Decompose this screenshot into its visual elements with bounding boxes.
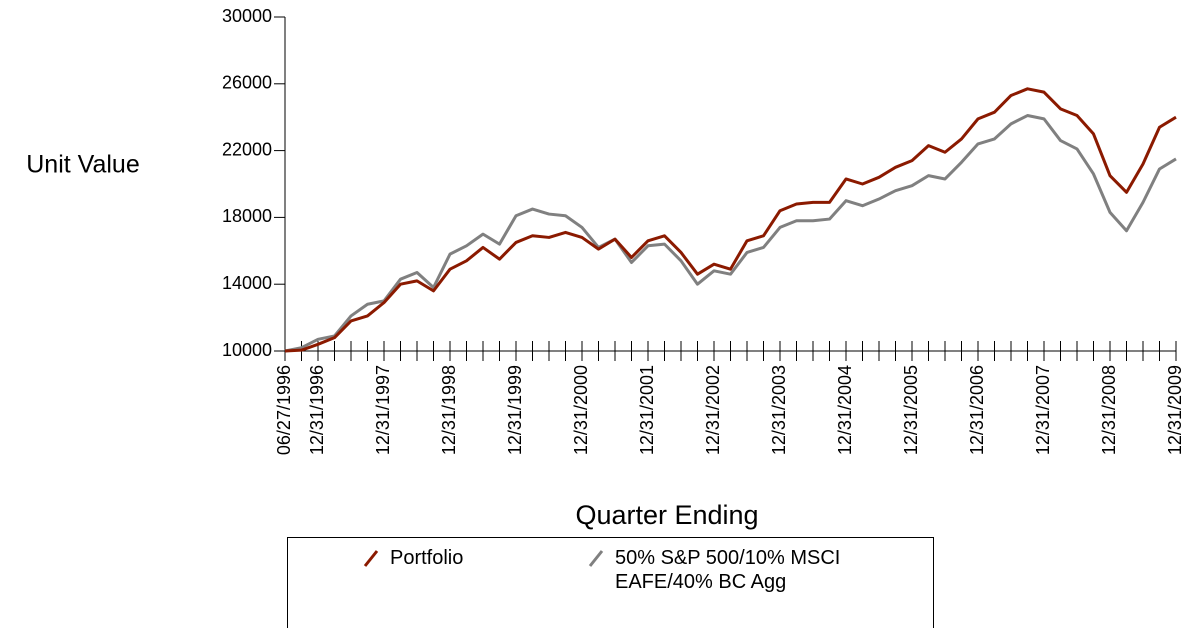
x-tick-label: 12/31/2007 — [1033, 365, 1053, 455]
legend-label: Portfolio — [390, 547, 464, 569]
x-tick-label: 12/31/1996 — [307, 365, 327, 455]
x-tick-label: 12/31/2008 — [1099, 365, 1119, 455]
legend-swatch — [363, 550, 379, 567]
y-axis-title: Unit Value — [26, 151, 140, 179]
legend-entry: Portfolio — [363, 546, 540, 570]
y-tick-label: 30000 — [222, 6, 272, 26]
x-tick-label: 12/31/2005 — [901, 365, 921, 455]
y-tick-label: 10000 — [222, 340, 272, 360]
x-tick-label: 12/31/2001 — [637, 365, 657, 455]
x-tick-label: 12/31/2004 — [835, 365, 855, 455]
series-line — [284, 114, 1177, 353]
y-tick-label: 14000 — [222, 273, 272, 293]
y-tick-label: 26000 — [222, 73, 272, 93]
swatch-line — [588, 550, 604, 567]
legend-label: 50% S&P 500/10% MSCI EAFE/40% BC Agg — [615, 547, 841, 593]
legend: Portfolio 50% S&P 500/10% MSCI EAFE/40% … — [287, 537, 934, 628]
series-line — [284, 87, 1177, 353]
x-tick-label: 06/27/1996 — [274, 365, 294, 455]
x-tick-label: 12/31/2006 — [967, 365, 987, 455]
legend-entry: 50% S&P 500/10% MSCI EAFE/40% BC Agg — [588, 546, 855, 594]
y-tick-label: 18000 — [222, 206, 272, 226]
x-tick-label: 12/31/1998 — [439, 365, 459, 455]
x-tick-label: 12/31/2002 — [703, 365, 723, 455]
x-tick-label: 12/31/1997 — [373, 365, 393, 455]
legend-swatch — [588, 550, 604, 567]
x-tick-label: 12/31/2009 — [1165, 365, 1185, 455]
x-tick-label: 12/31/1999 — [505, 365, 525, 455]
swatch-line — [363, 550, 379, 567]
y-tick-label: 22000 — [222, 139, 272, 159]
x-tick-label: 12/31/2000 — [571, 365, 591, 455]
x-axis-title: Quarter Ending — [575, 500, 758, 530]
x-tick-label: 12/31/2003 — [769, 365, 789, 455]
